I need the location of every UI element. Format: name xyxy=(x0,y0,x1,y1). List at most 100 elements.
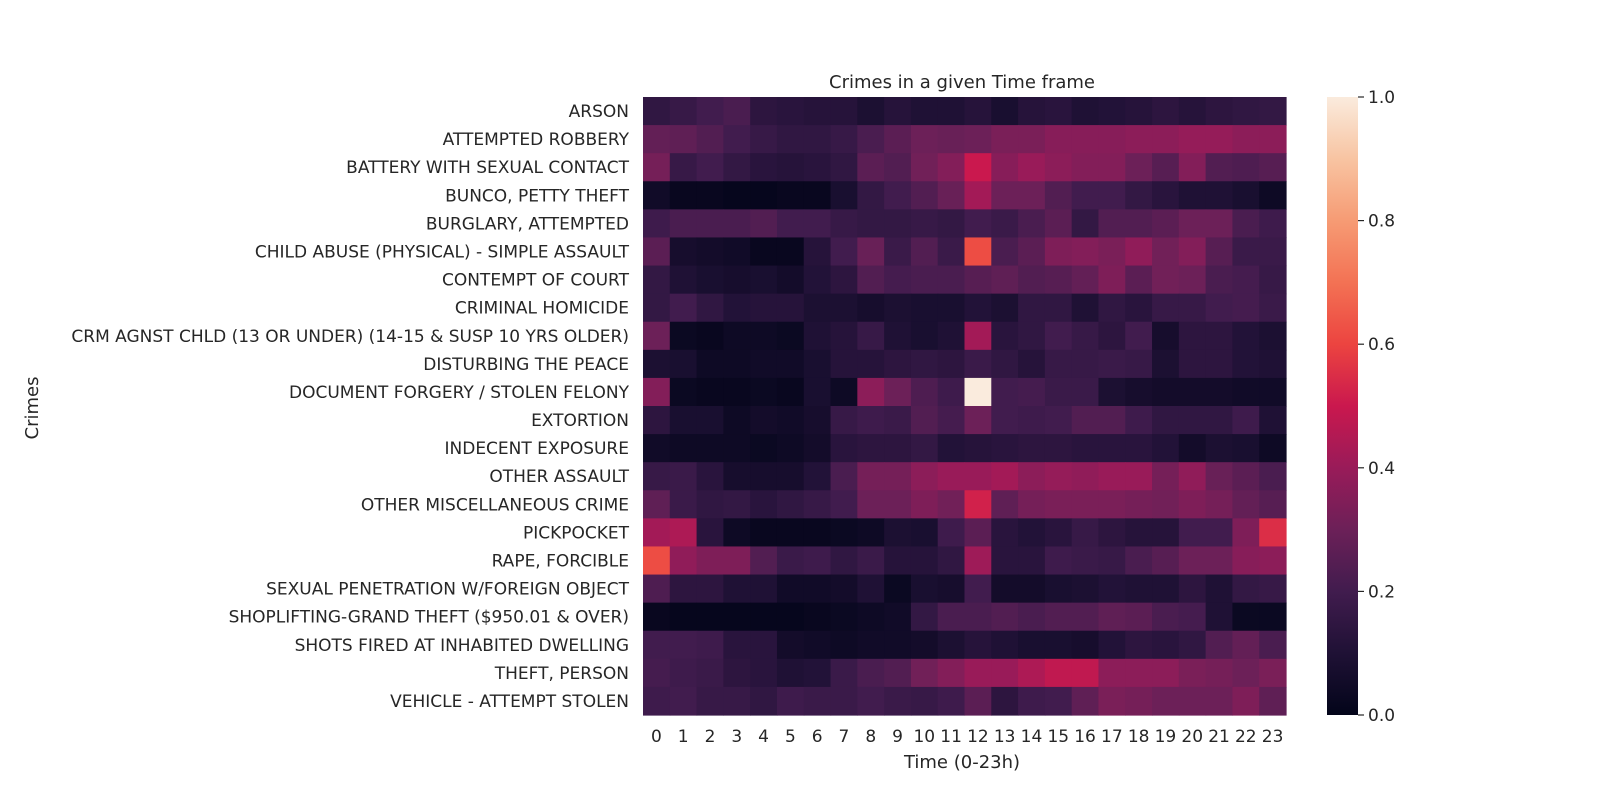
heatmap-cell xyxy=(669,125,698,154)
y-axis-label: Crimes xyxy=(22,377,43,440)
heatmap-cell xyxy=(1232,181,1260,210)
heatmap-cell xyxy=(669,293,698,323)
heatmap-cell xyxy=(964,434,992,463)
heatmap-cell xyxy=(1232,293,1260,323)
heatmap-cell xyxy=(1152,97,1180,126)
heatmap-cell xyxy=(803,434,832,463)
heatmap-cell xyxy=(1205,602,1234,632)
heatmap-cell xyxy=(1044,434,1073,463)
x-tick-label: 1 xyxy=(678,727,689,747)
heatmap-cell xyxy=(1071,265,1100,295)
heatmap-cell xyxy=(964,209,992,239)
heatmap-cell xyxy=(884,546,912,576)
heatmap-cell xyxy=(1125,153,1153,182)
heatmap-cell xyxy=(964,265,992,295)
heatmap-cell xyxy=(1232,434,1260,463)
heatmap-cell xyxy=(884,658,912,688)
heatmap-cell xyxy=(910,181,939,210)
heatmap-cell xyxy=(1178,518,1207,548)
heatmap-cell xyxy=(991,321,1019,351)
heatmap-cell xyxy=(937,406,966,435)
heatmap-cell xyxy=(1205,658,1234,688)
heatmap-cell xyxy=(857,153,885,182)
heatmap-cell xyxy=(750,462,778,491)
heatmap-cell xyxy=(937,686,966,716)
x-tick-label: 7 xyxy=(839,727,850,747)
heatmap-cell xyxy=(1125,125,1153,154)
heatmap-cell xyxy=(1071,658,1100,688)
heatmap-cell xyxy=(964,602,992,632)
heatmap-cell xyxy=(750,518,778,548)
heatmap-cell xyxy=(937,377,966,407)
heatmap-cell xyxy=(643,377,671,407)
heatmap-cell xyxy=(884,686,912,716)
heatmap-cell xyxy=(937,518,966,548)
heatmap-cell xyxy=(1098,630,1126,660)
heatmap-cell xyxy=(910,490,939,519)
heatmap-cell xyxy=(1125,181,1153,210)
heatmap-cell xyxy=(723,97,751,126)
heatmap-cell xyxy=(669,462,698,491)
heatmap-cell xyxy=(857,209,885,239)
heatmap-cell xyxy=(723,377,751,407)
heatmap-cell xyxy=(723,574,751,604)
heatmap-cell xyxy=(1152,377,1180,407)
heatmap-cell xyxy=(1259,349,1287,379)
y-tick-label: RAPE, FORCIBLE xyxy=(492,552,629,572)
heatmap-cell xyxy=(1098,602,1126,632)
heatmap-cell xyxy=(884,602,912,632)
heatmap-cell xyxy=(643,630,671,660)
x-tick-label: 10 xyxy=(913,727,935,747)
heatmap-cell xyxy=(1044,546,1073,576)
heatmap-cell xyxy=(884,490,912,519)
heatmap-cell xyxy=(723,181,751,210)
heatmap-cell xyxy=(643,658,671,688)
heatmap-cell xyxy=(1178,602,1207,632)
heatmap-cell xyxy=(1152,658,1180,688)
heatmap-cell xyxy=(750,97,778,126)
heatmap-cell xyxy=(1018,462,1046,491)
heatmap-cell xyxy=(723,630,751,660)
heatmap-cell xyxy=(750,602,778,632)
heatmap-cell xyxy=(910,686,939,716)
heatmap-cell xyxy=(830,377,858,407)
heatmap-cell xyxy=(910,377,939,407)
heatmap-cell xyxy=(643,97,671,126)
heatmap-cell xyxy=(1152,490,1180,519)
heatmap-cell xyxy=(723,686,751,716)
heatmap-cell xyxy=(776,293,805,323)
colorbar-tick-label: 0.8 xyxy=(1368,212,1395,232)
heatmap-cell xyxy=(803,153,832,182)
heatmap-cell xyxy=(723,462,751,491)
heatmap-cell xyxy=(696,602,724,632)
heatmap-cell xyxy=(1178,153,1207,182)
heatmap-cell xyxy=(1071,321,1100,351)
heatmap-cell xyxy=(1018,490,1046,519)
heatmap-cell xyxy=(1152,125,1180,154)
heatmap-cell xyxy=(1232,125,1260,154)
heatmap-cell xyxy=(1098,462,1126,491)
y-tick-label: SEXUAL PENETRATION W/FOREIGN OBJECT xyxy=(266,580,630,600)
heatmap-cell xyxy=(1232,602,1260,632)
heatmap-cell xyxy=(750,209,778,239)
heatmap-cell xyxy=(1178,462,1207,491)
heatmap-cell xyxy=(1044,574,1073,604)
heatmap-cell xyxy=(776,686,805,716)
heatmap-cell xyxy=(696,293,724,323)
heatmap-cell xyxy=(991,209,1019,239)
heatmap-cell xyxy=(643,209,671,239)
heatmap-cell xyxy=(750,434,778,463)
heatmap-cell xyxy=(669,574,698,604)
heatmap-cell xyxy=(803,490,832,519)
heatmap-cell xyxy=(803,406,832,435)
heatmap-cells xyxy=(643,97,1287,716)
heatmap-cell xyxy=(1071,434,1100,463)
heatmap-cell xyxy=(1152,630,1180,660)
heatmap-cell xyxy=(1205,293,1234,323)
heatmap-cell xyxy=(643,125,671,154)
heatmap-cell xyxy=(937,462,966,491)
y-tick-label: PICKPOCKET xyxy=(523,523,630,543)
heatmap-cell xyxy=(937,209,966,239)
heatmap-cell xyxy=(803,686,832,716)
